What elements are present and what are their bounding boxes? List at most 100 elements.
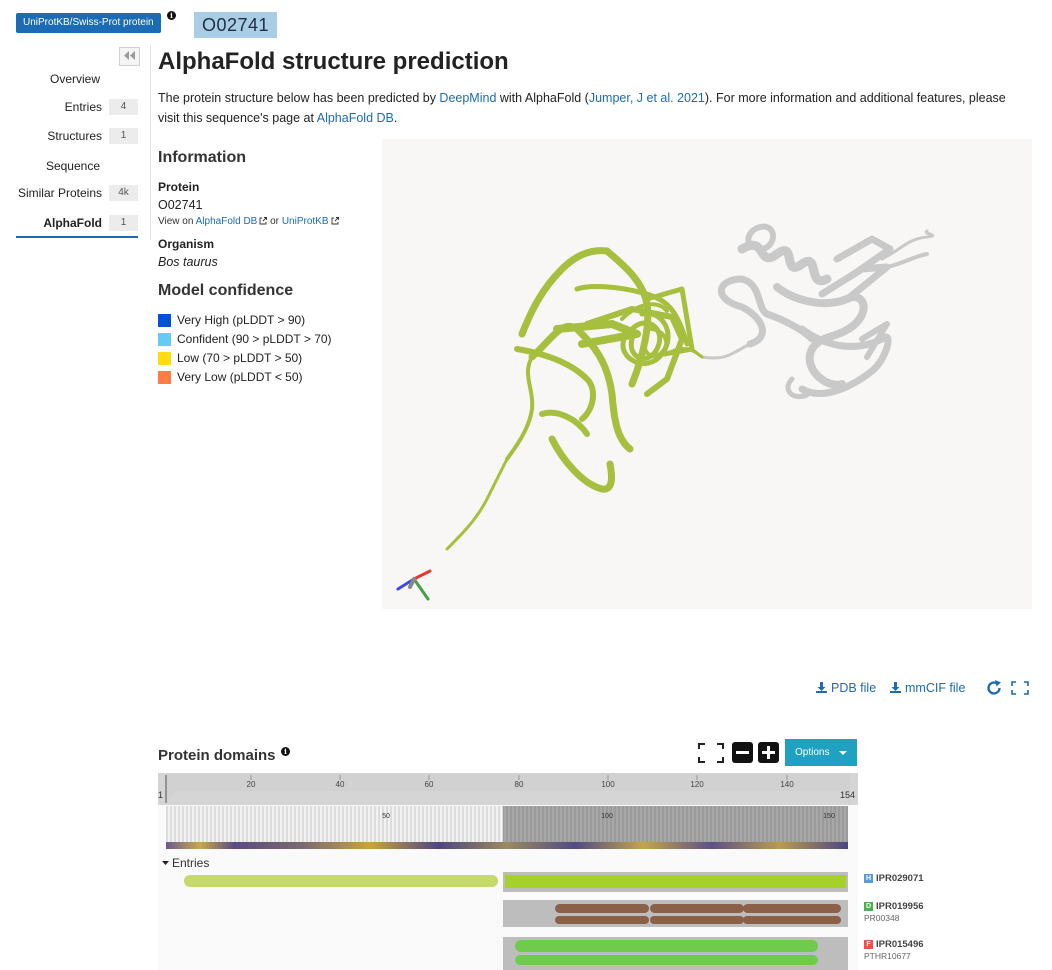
double-chevron-left-icon — [124, 51, 135, 60]
view-on-row: View on AlphaFold DB or UniProtKB — [158, 216, 339, 227]
ruler-tick-label: 20 — [247, 780, 256, 789]
entries-toggle-label[interactable]: Entries — [172, 856, 209, 870]
sequence-tick-label: 100 — [601, 813, 613, 820]
sequence-tick-label: 150 — [823, 813, 835, 820]
structure-domain-secondary — [700, 223, 935, 399]
entry-type-badge: H — [864, 874, 873, 883]
ruler-tick-label: 100 — [601, 780, 615, 789]
link-text: AlphaFold DB — [195, 216, 258, 227]
legend-label: Confident (90 > pLDDT > 70) — [177, 332, 332, 346]
external-link-icon — [259, 217, 268, 225]
sequence-tick-label: 50 — [382, 813, 390, 820]
fullscreen-icon[interactable] — [1011, 681, 1029, 695]
organism-value: Bos taurus — [158, 255, 218, 269]
fullscreen-icon[interactable] — [698, 743, 724, 763]
info-icon[interactable]: i — [167, 11, 176, 20]
alphafold-db-link[interactable]: AlphaFold DB — [316, 111, 394, 125]
sidebar-item-sequence[interactable]: Sequence — [16, 153, 138, 179]
entry-accession-ipr029071[interactable]: H IPR029071 — [864, 873, 924, 884]
caret-down-icon — [839, 751, 847, 755]
ruler-start-label: 1 — [158, 790, 163, 800]
sidebar-item-label: Overview — [49, 72, 100, 86]
minus-icon — [736, 751, 749, 754]
organism-label: Organism — [158, 237, 215, 251]
ruler-ticks — [250, 775, 788, 780]
sidebar-item-label: Sequence — [45, 159, 100, 173]
link-text: mmCIF file — [905, 681, 966, 695]
conservation-track — [166, 842, 848, 849]
protein-value: O02741 — [158, 198, 203, 212]
sequence-track-dark — [503, 806, 848, 842]
protein-label: Protein — [158, 180, 200, 194]
tracks-svg: 1 154 20 40 60 80 100 120 140 50 100 150… — [158, 773, 858, 970]
count-badge: 4k — [109, 185, 138, 201]
or-label: or — [270, 216, 280, 227]
ruler-tick-label: 60 — [425, 780, 434, 789]
link-text: PDB file — [831, 681, 877, 695]
entry-accession-text: IPR029071 — [876, 873, 924, 884]
sidebar-item-label: Entries — [64, 100, 102, 114]
zoom-in-button[interactable] — [758, 742, 779, 763]
db-badge: UniProtKB/Swiss-Prot protein — [16, 13, 161, 33]
member-db-accession[interactable]: PTHR10677 — [864, 951, 911, 961]
intro-text-part: with AlphaFold ( — [496, 91, 589, 105]
ruler-tick-label: 140 — [780, 780, 794, 789]
entry-feature[interactable] — [515, 940, 818, 952]
uniprot-external-link[interactable]: UniProtKB — [282, 216, 339, 227]
caret-down-icon[interactable] — [162, 861, 169, 865]
count-badge: 4 — [109, 99, 138, 115]
legend-label: Very High (pLDDT > 90) — [177, 313, 306, 327]
protein-structure-render — [396, 223, 935, 601]
options-label: Options — [795, 747, 830, 758]
protvista-tracks[interactable]: 1 154 20 40 60 80 100 120 140 50 100 150… — [158, 773, 858, 970]
legend-label: Very Low (pLDDT < 50) — [177, 370, 303, 384]
zoom-out-button[interactable] — [732, 742, 753, 763]
ruler-tick-label: 80 — [515, 780, 524, 789]
link-text: UniProtKB — [281, 216, 329, 227]
accession-badge: O02741 — [194, 12, 278, 38]
protein-domains-heading: Protein domains — [158, 747, 276, 764]
info-icon[interactable]: i — [281, 747, 290, 756]
axis-gizmo — [396, 569, 432, 601]
entry-feature[interactable] — [515, 955, 818, 965]
intro-text-part: ). For more information and additional f… — [158, 91, 1006, 125]
structure-domain-primary — [445, 247, 704, 551]
sequence-track-light — [166, 806, 503, 842]
ruler-tick-label: 120 — [690, 780, 704, 789]
entry-accession-text: IPR019956 — [876, 901, 924, 912]
sidebar-item-label: Structures — [47, 129, 102, 143]
sidebar-item-similar-proteins[interactable]: Similar Proteins 4k — [16, 180, 138, 206]
structure-viewer[interactable] — [382, 139, 1032, 609]
entry-type-badge: D — [864, 902, 873, 911]
model-confidence-heading: Model confidence — [158, 282, 294, 299]
deepmind-link[interactable]: DeepMind — [439, 91, 497, 105]
entry-features-pr00348[interactable] — [555, 904, 841, 924]
ruler-tick-label: 40 — [336, 780, 345, 789]
entry-accession-ipr015496[interactable]: F IPR015496 — [864, 939, 924, 950]
entry-type-badge: F — [864, 940, 873, 949]
sidebar-divider — [150, 45, 151, 240]
sidebar-item-entries[interactable]: Entries 4 — [16, 94, 138, 120]
mmcif-file-download-link[interactable]: mmCIF file — [889, 681, 965, 695]
member-db-accession[interactable]: PR00348 — [864, 913, 900, 923]
alphafold-db-external-link[interactable]: AlphaFold DB — [196, 216, 268, 227]
sidebar-item-structures[interactable]: Structures 1 — [16, 123, 138, 149]
external-link-icon — [331, 217, 339, 225]
entry-feature[interactable] — [184, 875, 498, 887]
download-icon — [890, 682, 901, 693]
entry-accession-text: IPR015496 — [876, 939, 924, 950]
plus-icon-vertical — [767, 746, 770, 759]
sidebar-item-alphafold[interactable]: AlphaFold 1 — [16, 210, 138, 238]
pdb-file-download-link[interactable]: PDB file — [815, 681, 876, 695]
legend-swatch — [158, 314, 171, 327]
citation-link[interactable]: Jumper, J et al. 2021 — [588, 91, 705, 105]
entry-feature[interactable] — [505, 875, 846, 888]
entry-accession-ipr019956[interactable]: D IPR019956 — [864, 901, 924, 912]
reset-view-icon[interactable] — [985, 679, 1003, 697]
count-badge: 1 — [109, 128, 138, 144]
sidebar-item-overview[interactable]: Overview — [16, 66, 138, 92]
navigation-ruler-body — [158, 773, 858, 805]
intro-text-part: . — [393, 111, 398, 125]
options-dropdown-button[interactable]: Options — [785, 739, 857, 766]
collapse-sidebar-button[interactable] — [119, 47, 140, 66]
